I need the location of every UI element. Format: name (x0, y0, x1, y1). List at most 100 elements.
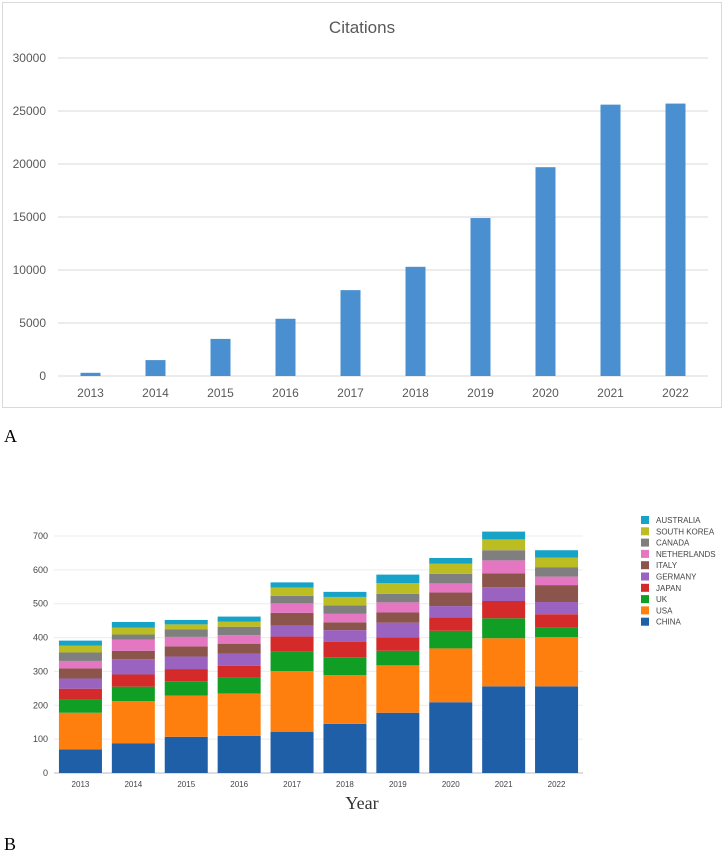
bar-segment (376, 650, 420, 666)
bar-segment (323, 613, 367, 623)
bar-segment (164, 624, 208, 630)
bar-segment (535, 585, 579, 603)
bar-segment (111, 686, 155, 702)
bar-segment (429, 563, 473, 574)
legend-label: CHINA (656, 618, 682, 627)
bar-segment (111, 634, 155, 640)
bar-segment (270, 731, 314, 773)
bar-segment (270, 651, 314, 672)
x-tick-label: 2017 (337, 386, 364, 400)
bar-segment (429, 648, 473, 703)
x-tick-label: 2018 (336, 780, 354, 789)
y-tick-label: 300 (33, 666, 48, 676)
legend-label: SOUTH KOREA (656, 527, 715, 536)
legend-label: CANADA (656, 539, 690, 548)
bar-segment (376, 602, 420, 613)
bar-segment (376, 612, 420, 623)
bar-segment (429, 702, 473, 773)
y-tick-label: 15000 (13, 210, 47, 224)
bar-segment (270, 595, 314, 604)
bar-segment (111, 674, 155, 687)
legend-swatch (641, 572, 649, 581)
bar-segment (535, 686, 579, 773)
x-axis-label-year: Year (345, 793, 379, 813)
bar-segment (323, 657, 367, 676)
bar-segment (111, 639, 155, 651)
bar (535, 167, 556, 376)
y-tick-label: 100 (33, 734, 48, 744)
bar-segment (164, 669, 208, 682)
bar-segment (323, 622, 367, 631)
bar-segment (217, 616, 261, 622)
bar-segment (535, 627, 579, 638)
panel-label-b: B (4, 834, 17, 854)
bar-segment (270, 625, 314, 637)
y-tick-label: 700 (33, 531, 48, 541)
x-tick-label: 2014 (142, 386, 169, 400)
bar-segment (429, 558, 473, 564)
legend-label: AUSTRALIA (656, 516, 701, 525)
bar-segment (164, 629, 208, 637)
bar-segment (111, 659, 155, 675)
y-tick-label: 0 (43, 768, 48, 778)
bar-segment (535, 602, 579, 615)
bar-segment (217, 643, 261, 654)
y-tick-label: 20000 (13, 157, 47, 171)
legend-swatch (641, 606, 649, 615)
bar-segment (58, 712, 102, 750)
x-tick-label: 2013 (72, 780, 90, 789)
bar-segment (323, 723, 367, 773)
bar-segment (58, 688, 102, 700)
bar-segment (58, 678, 102, 689)
bar-segment (429, 630, 473, 649)
bar (340, 290, 361, 376)
legend-swatch (641, 527, 649, 536)
bar-segment (217, 626, 261, 636)
bar (275, 318, 296, 376)
country-stacked-chart: 0 100 200 300 400 500 600 700 2013 2014 2015 2016 20… (33, 516, 716, 789)
y-tick-label: 600 (33, 565, 48, 575)
x-tick-label: 2014 (124, 780, 142, 789)
bar-segment (482, 539, 526, 551)
legend-label: USA (656, 606, 673, 615)
legend-swatch (641, 516, 649, 524)
bar-segment (270, 603, 314, 613)
x-tick-label: 2019 (389, 780, 407, 789)
bar-segment (429, 617, 473, 631)
bar-segment (270, 636, 314, 652)
bar-segment (535, 567, 579, 577)
bar-segment (111, 701, 155, 744)
x-tick-label: 2018 (402, 386, 429, 400)
legend-swatch (641, 617, 649, 626)
bar-segment (111, 650, 155, 660)
bar-segment (535, 576, 579, 586)
legend-label: JAPAN (656, 584, 681, 593)
bar-segment (58, 645, 102, 653)
bar-segment (376, 637, 420, 651)
bar-segment (164, 646, 208, 657)
chart-title: Citations (329, 18, 395, 37)
bar-segment (429, 592, 473, 607)
bar (470, 218, 491, 376)
bar-segment (217, 653, 261, 666)
x-tick-label: 2015 (207, 386, 234, 400)
bar-segment (58, 749, 102, 773)
legend-swatch (641, 549, 649, 558)
bar-segment (429, 573, 473, 584)
x-tick-label: 2016 (230, 780, 248, 789)
y-tick-label: 0 (39, 369, 46, 383)
bar-segment (535, 637, 579, 687)
x-tick-label: 2020 (442, 780, 460, 789)
panel-label-a: A (4, 426, 17, 446)
y-tick-label: 500 (33, 599, 48, 609)
bar-segment (323, 591, 367, 597)
bar-segment (535, 557, 579, 568)
y-tick-label: 10000 (13, 263, 47, 277)
bar-segment (429, 583, 473, 593)
bar-segment (376, 593, 420, 603)
legend-swatch (641, 583, 649, 592)
bar-segment (270, 612, 314, 626)
legend-label: ITALY (656, 561, 678, 570)
bar-segment (376, 583, 420, 594)
x-tick-label: 2015 (177, 780, 195, 789)
